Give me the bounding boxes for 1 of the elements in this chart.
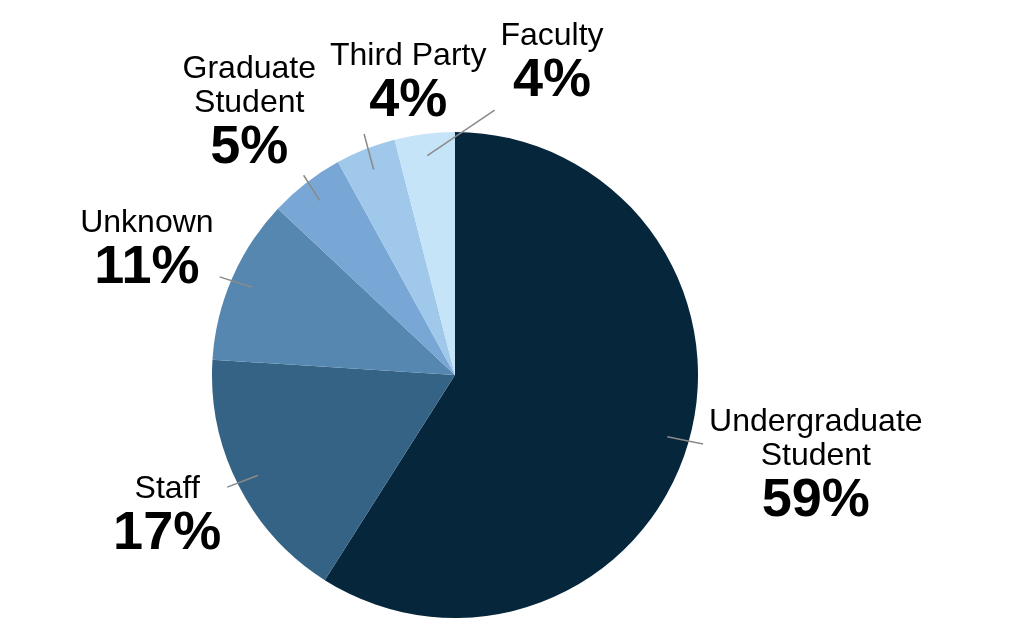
slice-label: Faculty [500,16,604,53]
